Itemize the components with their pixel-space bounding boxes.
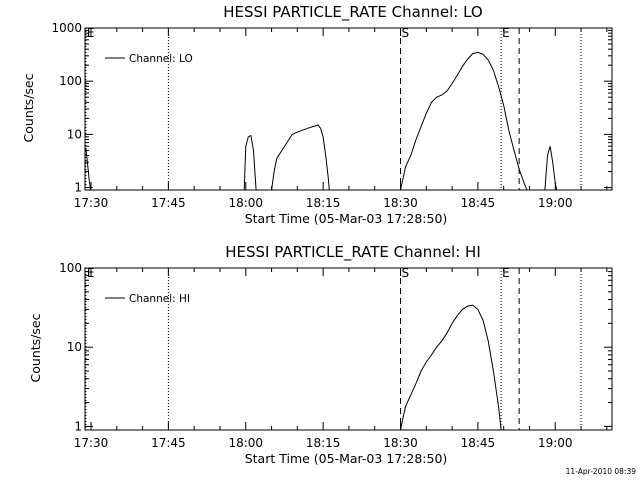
hi-x-tick-label: 18:30 xyxy=(383,436,418,450)
lo-y-tick-label: 1000 xyxy=(51,21,82,35)
hi-marker-label: E xyxy=(502,266,510,280)
lo-series-line xyxy=(85,148,91,191)
lo-series-line xyxy=(243,134,257,191)
lo-x-tick-label: 17:45 xyxy=(151,196,186,210)
hi-marker-label: E xyxy=(87,266,95,280)
lo-y-tick-label: 10 xyxy=(67,127,82,141)
hi-marker-label: S xyxy=(402,266,410,280)
lo-x-tick-label: 18:15 xyxy=(306,196,341,210)
lo-series-line xyxy=(544,146,558,191)
lo-series-line xyxy=(271,124,330,191)
hi-x-axis-label: Start Time (05-Mar-03 17:28:50) xyxy=(245,451,448,466)
hi-y-tick-label: 1 xyxy=(74,419,82,433)
lo-x-axis-label: Start Time (05-Mar-03 17:28:50) xyxy=(245,211,448,226)
hi-x-tick-label: 18:45 xyxy=(461,436,496,450)
hi-y-axis-label: Counts/sec xyxy=(28,313,43,382)
lo-x-tick-label: 18:00 xyxy=(228,196,263,210)
lo-y-axis-label: Counts/sec xyxy=(21,73,36,142)
hi-y-tick-label: 100 xyxy=(59,261,82,275)
hi-x-tick-label: 19:00 xyxy=(538,436,573,450)
lo-channel-panel: HESSI PARTICLE_RATE Channel: LO Start Ti… xyxy=(21,3,613,226)
lo-marker-label: E xyxy=(87,26,95,40)
lo-x-tick-label: 17:30 xyxy=(74,196,109,210)
hi-legend-label: Channel: HI xyxy=(129,293,190,305)
lo-series-line xyxy=(400,51,528,191)
timestamp-footer: 11-Apr-2010 08:39 xyxy=(566,467,637,476)
hi-series-line xyxy=(400,304,502,431)
lo-x-tick-label: 18:45 xyxy=(461,196,496,210)
lo-marker-label: E xyxy=(502,26,510,40)
lo-y-tick-label: 1 xyxy=(74,181,82,195)
lo-marker-label: S xyxy=(402,26,410,40)
hi-x-tick-label: 17:30 xyxy=(74,436,109,450)
lo-x-tick-label: 19:00 xyxy=(538,196,573,210)
lo-x-tick-label: 18:30 xyxy=(383,196,418,210)
lo-legend-label: Channel: LO xyxy=(129,53,193,65)
hi-channel-panel: HESSI PARTICLE_RATE Channel: HI Start Ti… xyxy=(28,243,613,466)
lo-chart-title: HESSI PARTICLE_RATE Channel: LO xyxy=(223,3,482,22)
hi-y-tick-label: 10 xyxy=(67,340,82,354)
hi-chart-title: HESSI PARTICLE_RATE Channel: HI xyxy=(225,243,481,262)
hi-x-tick-label: 18:15 xyxy=(306,436,341,450)
hi-x-tick-label: 17:45 xyxy=(151,436,186,450)
lo-y-tick-label: 100 xyxy=(59,74,82,88)
hi-x-tick-label: 18:00 xyxy=(228,436,263,450)
